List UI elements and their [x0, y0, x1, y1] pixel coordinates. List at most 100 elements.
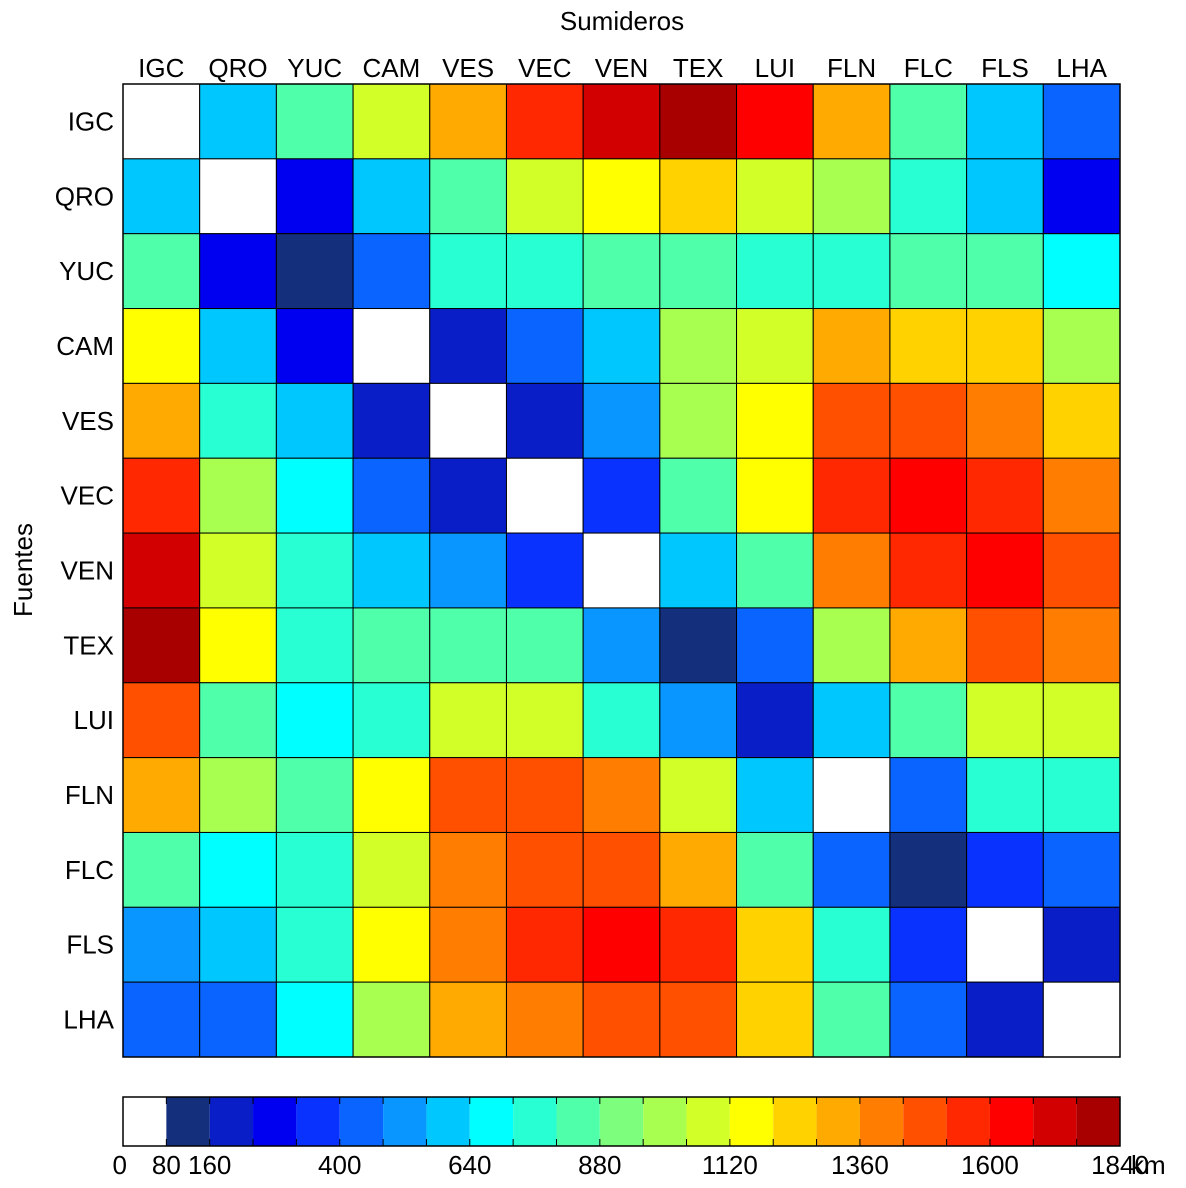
cell-flc-cam	[352, 831, 431, 908]
cell-qro-fln	[812, 158, 891, 235]
column-label-ves: VES	[442, 53, 494, 83]
colorbar	[122, 1096, 1121, 1147]
cell-lui-tex	[659, 682, 738, 759]
cell-ven-lha	[1042, 532, 1121, 609]
cell-ven-yuc	[275, 532, 354, 609]
colorbar-tick-label-0: 0	[113, 1150, 127, 1180]
colorbar-swatch-7	[426, 1097, 470, 1146]
colorbar-tick-label-1600: 1600	[961, 1150, 1019, 1180]
cell-vec-fln	[812, 457, 891, 534]
cell-ves-vec	[505, 382, 584, 459]
heatmap-cells	[122, 83, 1121, 1058]
cell-lha-ven	[582, 981, 661, 1058]
cell-cam-lha	[1042, 308, 1121, 384]
colorbar-tick-label-160: 160	[188, 1150, 231, 1180]
cell-ves-cam	[352, 382, 431, 459]
cell-lui-yuc	[275, 682, 354, 759]
cell-fln-tex	[659, 757, 738, 833]
cell-vec-fls	[966, 457, 1044, 534]
cell-lui-vec	[505, 682, 584, 759]
cell-igc-fls	[966, 83, 1044, 160]
cell-fln-qro	[199, 757, 277, 833]
cell-lui-fls	[966, 682, 1044, 759]
cell-qro-fls	[966, 158, 1044, 235]
colorbar-swatch-8	[469, 1097, 514, 1146]
colorbar-swatch-15	[773, 1097, 817, 1146]
cell-ven-flc	[889, 532, 968, 609]
cell-tex-qro	[199, 607, 277, 684]
cell-qro-ven	[582, 158, 661, 235]
cell-ves-fls	[966, 382, 1044, 459]
cell-fln-ves	[429, 757, 507, 833]
colorbar-tick-label-80: 80	[152, 1150, 181, 1180]
colorbar-swatch-22	[1076, 1097, 1120, 1146]
cell-cam-fln	[812, 308, 891, 384]
colorbar-frame	[122, 1096, 1121, 1147]
cell-ves-lha	[1042, 382, 1121, 459]
colorbar-tick-label-1360: 1360	[831, 1150, 889, 1180]
cell-tex-yuc	[275, 607, 354, 684]
cell-yuc-vec	[505, 233, 584, 310]
cell-fls-ves	[429, 906, 507, 983]
cell-lha-vec	[505, 981, 584, 1058]
y-axis-title: Fuentes	[8, 523, 38, 617]
cell-ven-fln	[812, 532, 891, 609]
cell-lha-tex	[659, 981, 738, 1058]
cell-tex-fls	[966, 607, 1044, 684]
colorbar-swatch-3	[253, 1097, 297, 1146]
cell-ves-tex	[659, 382, 738, 459]
cell-cam-ven	[582, 308, 661, 384]
cell-lha-flc	[889, 981, 968, 1058]
cell-lui-fln	[812, 682, 891, 759]
cell-fls-flc	[889, 906, 968, 983]
cell-qro-tex	[659, 158, 738, 235]
cell-ven-fls	[966, 532, 1044, 609]
cell-fls-vec	[505, 906, 584, 983]
cell-lui-lui	[736, 682, 814, 759]
colorbar-swatch-10	[556, 1097, 600, 1146]
cell-qro-cam	[352, 158, 431, 235]
cell-tex-cam	[352, 607, 431, 684]
column-label-tex: TEX	[673, 53, 724, 83]
cell-ves-qro	[199, 382, 277, 459]
colorbar-tick-label-1840: 1840	[1091, 1150, 1149, 1180]
row-label-lha: LHA	[63, 1005, 114, 1035]
cell-fls-cam	[352, 906, 431, 983]
colorbar-swatch-1	[166, 1097, 210, 1146]
cell-yuc-fls	[966, 233, 1044, 310]
cell-cam-yuc	[275, 308, 354, 384]
cell-lui-lha	[1042, 682, 1121, 759]
row-label-qro: QRO	[55, 181, 114, 211]
colorbar-tick-label-640: 640	[448, 1150, 491, 1180]
colorbar-unit-label: km	[1131, 1150, 1166, 1180]
cell-ves-ven	[582, 382, 661, 459]
column-label-vec: VEC	[518, 53, 571, 83]
x-axis-title: Sumideros	[560, 6, 684, 36]
cell-vec-vec	[505, 457, 584, 534]
colorbar-swatch-20	[989, 1097, 1034, 1146]
cell-igc-ven	[582, 83, 661, 160]
cell-yuc-flc	[889, 233, 968, 310]
cell-ven-tex	[659, 532, 738, 609]
cell-yuc-lui	[736, 233, 814, 310]
cell-ves-lui	[736, 382, 814, 459]
cell-fls-fln	[812, 906, 891, 983]
row-label-igc: IGC	[68, 106, 114, 136]
cell-cam-flc	[889, 308, 968, 384]
cell-flc-lha	[1042, 831, 1121, 908]
heatmap-frame	[122, 83, 1121, 1058]
cell-fln-yuc	[275, 757, 354, 833]
cell-lha-yuc	[275, 981, 354, 1058]
cell-tex-igc	[122, 607, 201, 684]
cell-igc-yuc	[275, 83, 354, 160]
colorbar-swatch-9	[513, 1097, 557, 1146]
cell-vec-yuc	[275, 457, 354, 534]
cell-vec-lha	[1042, 457, 1121, 534]
cell-flc-ves	[429, 831, 507, 908]
cell-yuc-lha	[1042, 233, 1121, 310]
cell-cam-cam	[352, 308, 431, 384]
cell-flc-fln	[812, 831, 891, 908]
cell-lha-qro	[199, 981, 277, 1058]
column-label-flc: FLC	[904, 53, 953, 83]
cell-tex-ves	[429, 607, 507, 684]
